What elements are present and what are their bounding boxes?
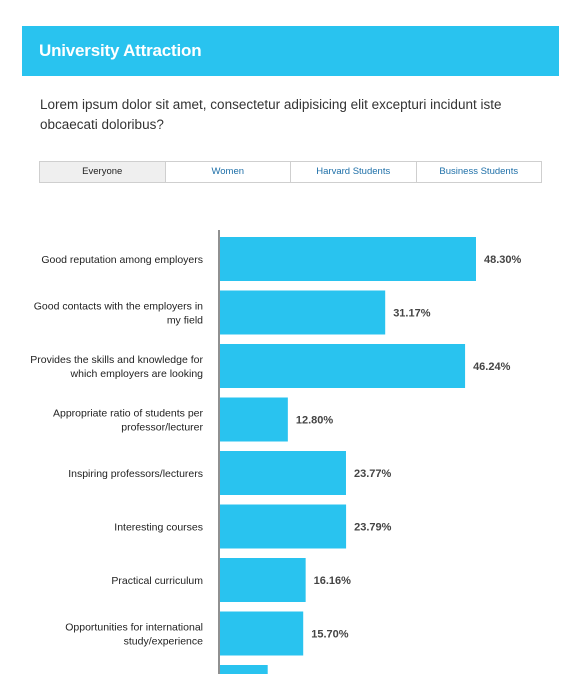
value-label: 48.30% xyxy=(484,254,522,266)
bar-2 xyxy=(220,344,466,388)
bar-7 xyxy=(220,611,304,656)
bar-6 xyxy=(220,558,306,602)
category-label: Practical curriculum xyxy=(111,575,203,587)
category-label: Provides the skills and knowledge for whi… xyxy=(30,354,203,380)
value-label: 15.70% xyxy=(311,629,349,641)
value-label: 12.80% xyxy=(296,415,334,427)
category-label: Good reputation among employers xyxy=(41,254,203,266)
bar-chart: Good reputation among employers 48.30% Goo… xyxy=(30,230,522,674)
category-label: Appropriate ratio of students per profess… xyxy=(53,408,204,434)
tab-harvard-students[interactable]: Harvard Students xyxy=(290,162,416,182)
category-label: Interesting courses xyxy=(114,522,203,534)
bar-5 xyxy=(220,504,347,549)
value-label: 31.17% xyxy=(393,308,431,320)
bar-3 xyxy=(220,397,288,442)
filter-tabs: Everyone Women Harvard Students Business… xyxy=(39,161,542,183)
description-text: Lorem ipsum dolor sit amet, consectetur … xyxy=(40,97,502,132)
page-header: University Attraction xyxy=(22,26,559,76)
tab-business-students[interactable]: Business Students xyxy=(415,162,542,182)
value-label: 23.77% xyxy=(354,468,392,480)
value-label: 23.79% xyxy=(354,522,392,534)
bar-0 xyxy=(220,237,476,281)
tab-women[interactable]: Women xyxy=(164,162,291,182)
value-label: 46.24% xyxy=(473,361,511,373)
bar-4 xyxy=(220,451,346,495)
category-label: Inspiring professors/lecturers xyxy=(68,468,203,480)
bar-8 xyxy=(220,665,268,674)
category-label: Good contacts with the employers in my fi… xyxy=(34,301,203,327)
page-title: University Attraction xyxy=(39,41,202,60)
tab-everyone[interactable]: Everyone xyxy=(40,162,165,182)
value-label: 16.16% xyxy=(314,575,352,587)
bar-1 xyxy=(220,290,386,335)
category-label: Opportunities for international study/exp… xyxy=(65,622,203,648)
